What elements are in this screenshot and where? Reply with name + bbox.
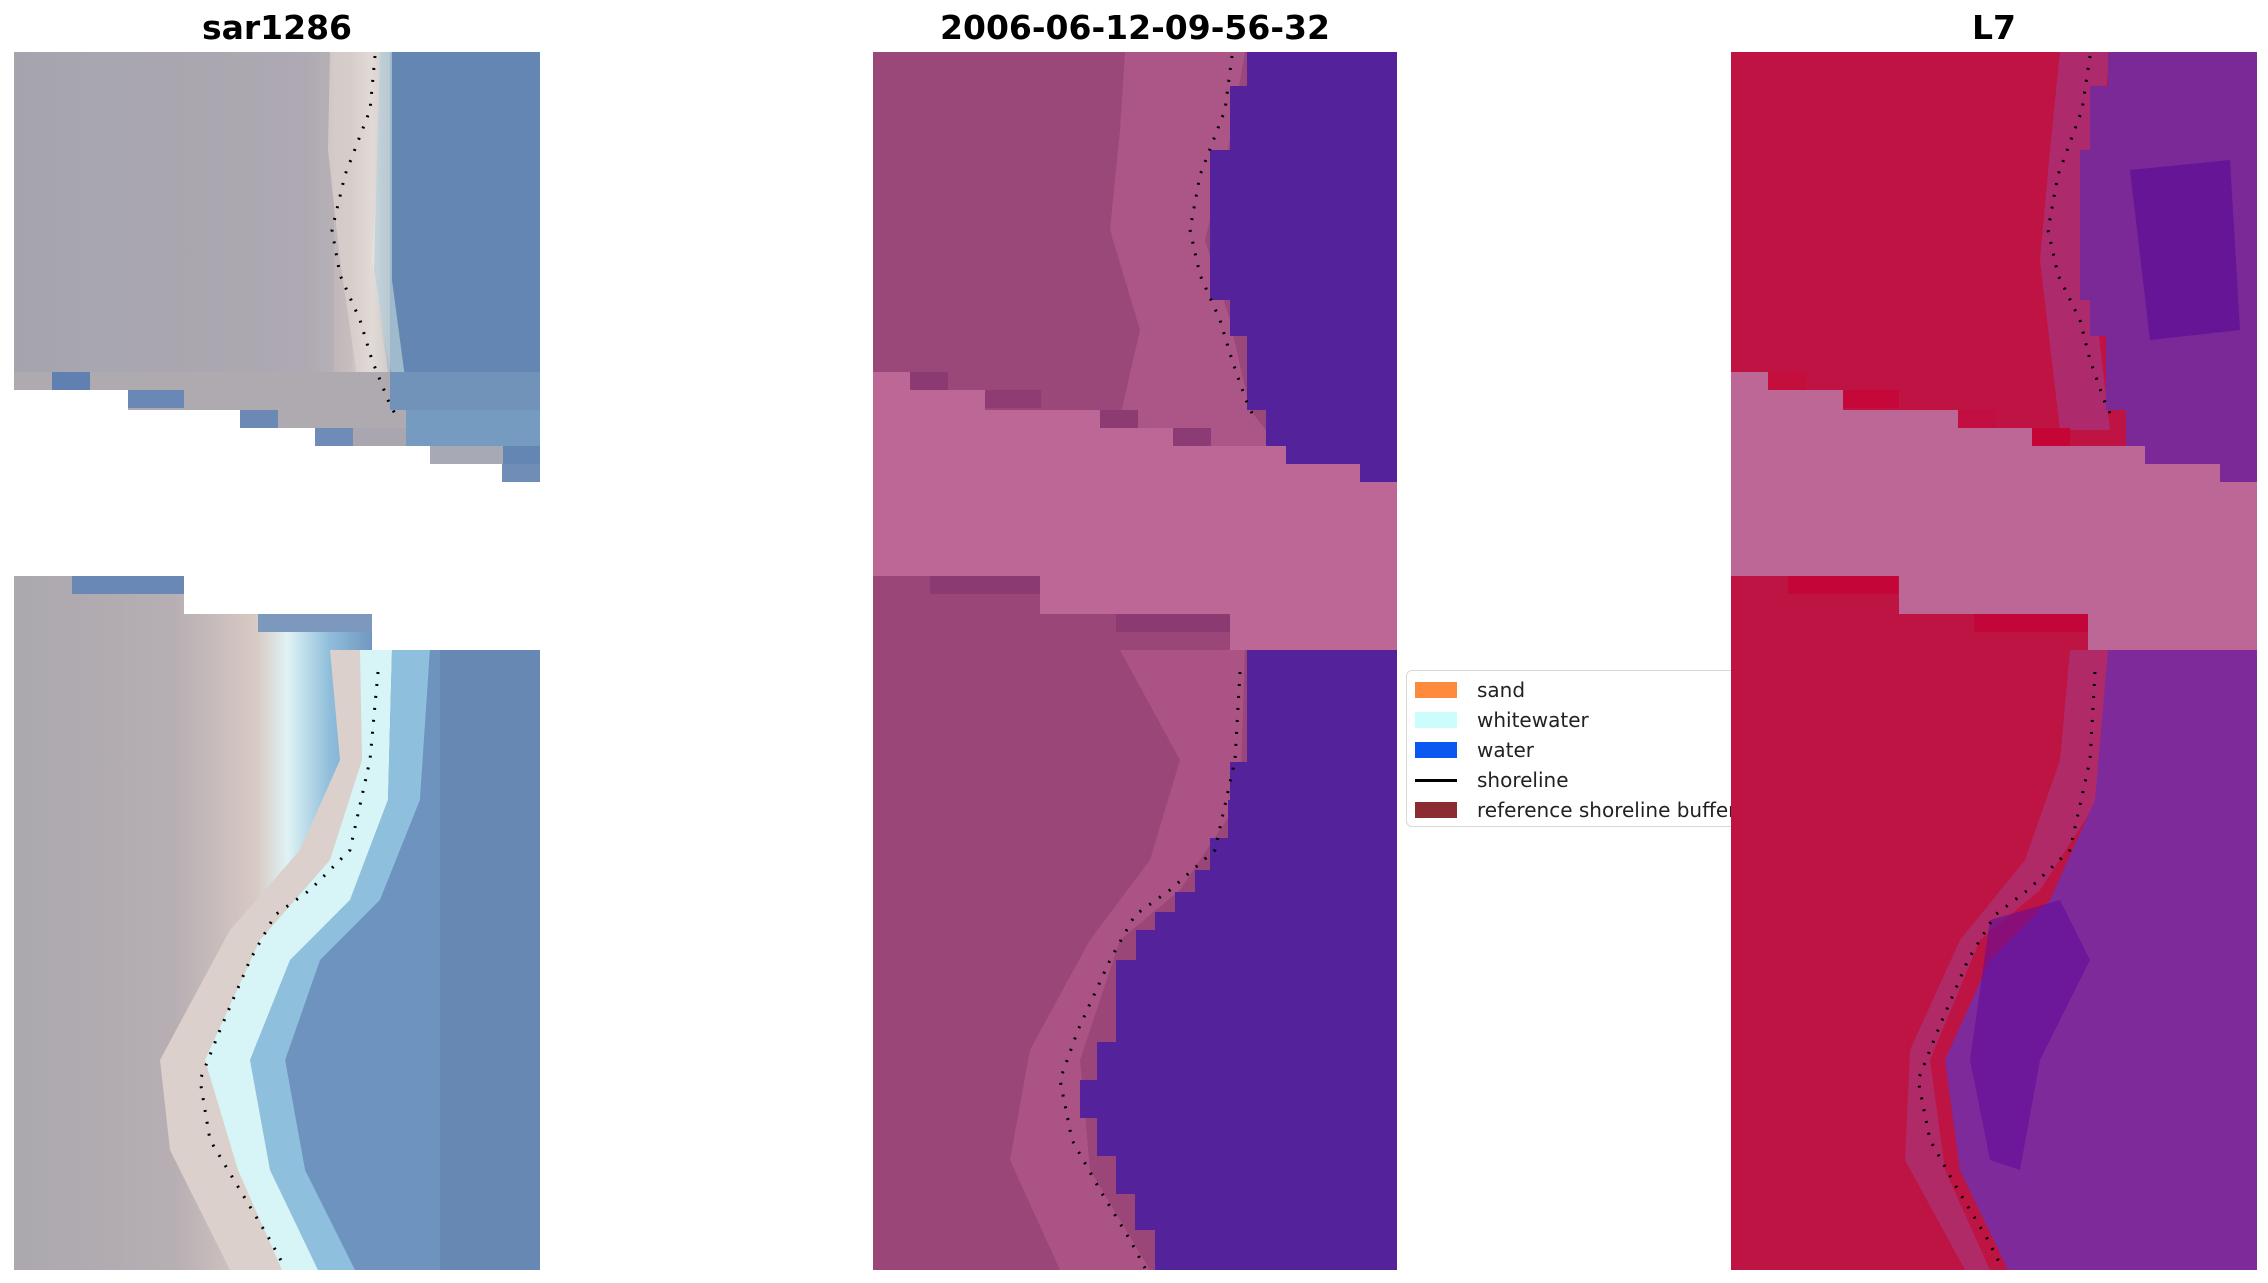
legend-label-reference-buffer: reference shoreline buffer (1477, 798, 1736, 822)
rgb-whitewater-curve (205, 650, 392, 1270)
rgb-step-2 (406, 410, 540, 446)
legend-swatch-water (1415, 742, 1457, 758)
rgb-step-1 (390, 372, 540, 410)
legend-item-whitewater: whitewater (1415, 707, 1589, 733)
legend-item-sand: sand (1415, 677, 1525, 703)
rgb-white-gap-5 (14, 464, 502, 482)
legend-item-water: water (1415, 737, 1534, 763)
legend-swatch-reference-buffer (1415, 802, 1457, 818)
rgb-bottom-block (14, 576, 540, 1270)
panel-title-l7: L7 (1972, 8, 2016, 47)
legend-label-sand: sand (1477, 678, 1526, 702)
rgb-white-corner-1 (184, 576, 540, 614)
legend-label-shoreline: shoreline (1477, 768, 1569, 792)
ndwi-dark-px-6 (1116, 614, 1230, 632)
ndwi-nearshore-top (1105, 52, 1266, 482)
panel-title-sar1286: sar1286 (201, 8, 353, 47)
rgb-top-blue-px-2 (258, 614, 372, 632)
legend: sand whitewater water shoreline referenc… (1406, 670, 1736, 827)
rgb-top-block (14, 52, 540, 482)
rgb-white-gap-1 (14, 390, 128, 410)
ndwi-mask-band (873, 372, 1397, 650)
rgb-white-corner-2 (372, 614, 540, 650)
rgb-blue-px-1 (52, 372, 90, 390)
rgb-land-shade-top (14, 52, 334, 372)
ndwi-nearshore-bottom (1010, 650, 1245, 1270)
ndwi-water-top (1210, 52, 1397, 482)
ndwi-shoreline (1058, 55, 1258, 1269)
ndwi-dark-px-3 (1100, 410, 1138, 428)
rgb-top-blue-px-1 (72, 576, 184, 594)
ndwi-dark-px-2 (985, 390, 1041, 408)
legend-swatch-sand (1415, 682, 1457, 698)
legend-label-water: water (1477, 738, 1534, 762)
rgb-whitewater-top (374, 52, 412, 430)
legend-item-shoreline: shoreline (1415, 767, 1569, 793)
ndwi-mask-band-shape (873, 372, 1397, 650)
rgb-white-gap-2 (14, 410, 240, 428)
ndwi-dark-px-4 (1173, 428, 1211, 446)
rgb-water-wedge (285, 650, 440, 1270)
rgb-blue-px-2 (128, 390, 184, 408)
legend-swatch-whitewater (1415, 712, 1457, 728)
rgb-blue-px-4 (315, 428, 353, 446)
ndwi-shoreline-bottom (1058, 671, 1242, 1269)
ndwi-bottom-block (873, 576, 1397, 1270)
rgb-sand-strip-top (328, 52, 396, 430)
legend-label-whitewater: whitewater (1477, 708, 1589, 732)
ndwi-dark-px-1 (910, 372, 948, 390)
rgb-water-bottom (440, 650, 540, 1270)
rgb-white-gap-4 (14, 446, 430, 464)
panel-title-date: 2006-06-12-09-56-32 (940, 8, 1330, 47)
rgb-white-gap-3 (14, 428, 315, 446)
legend-item-reference-buffer: reference shoreline buffer (1415, 797, 1736, 823)
legend-line-shoreline (1415, 778, 1457, 782)
ndwi-dark-px-5 (930, 576, 1040, 594)
ndwi-water-bottom (1080, 650, 1397, 1270)
rgb-blue-px-3 (240, 410, 278, 428)
